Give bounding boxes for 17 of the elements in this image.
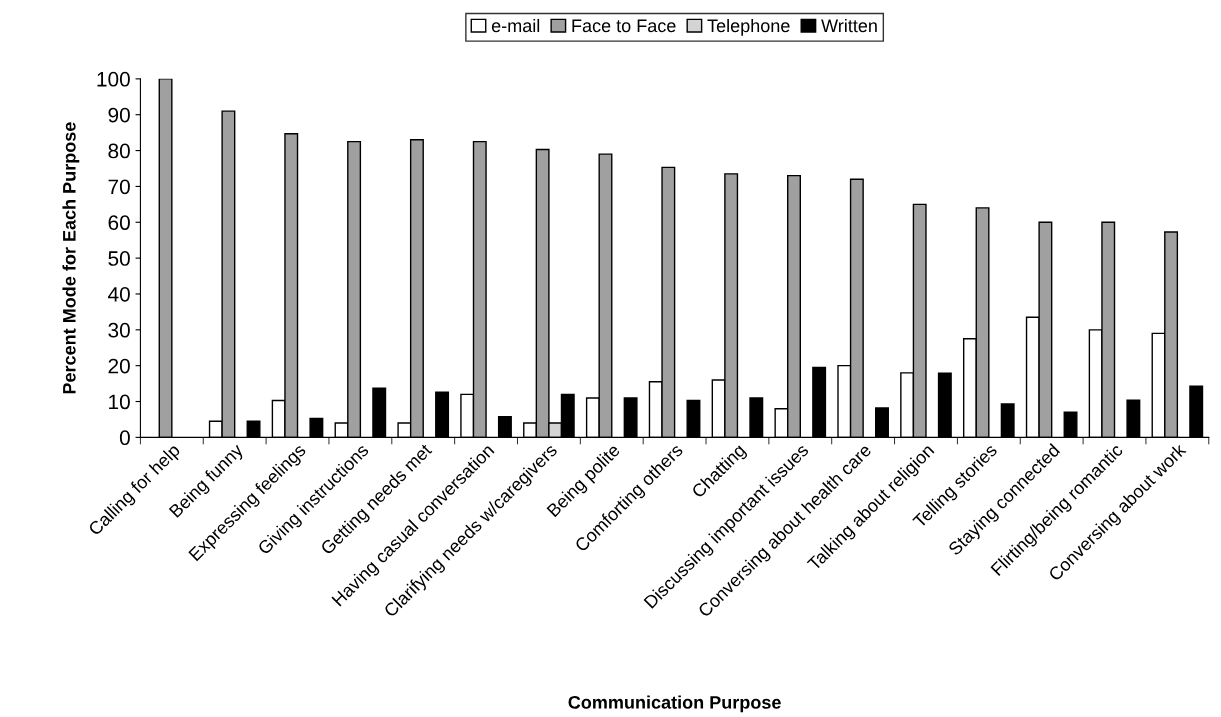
y-tick-label: 50 — [108, 251, 130, 266]
y-tick-label: 30 — [108, 322, 130, 338]
y-tick-label: 70 — [108, 179, 130, 195]
y-tick-label: 80 — [108, 143, 130, 159]
x-axis-title: Communication Purpose — [568, 695, 781, 713]
legend-label: Face to Face — [572, 19, 676, 33]
y-tick-label: 10 — [109, 394, 130, 410]
y-tick-label: 90 — [108, 107, 130, 123]
y-tick-label: 60 — [108, 215, 130, 231]
y-tick-label: 20 — [108, 358, 130, 374]
legend-label: e-mail — [491, 18, 540, 33]
y-tick-label: 100 — [97, 71, 130, 87]
y-tick-label: 40 — [108, 286, 130, 302]
y-tick-label: 0 — [119, 430, 130, 446]
legend-label: Written — [821, 18, 877, 33]
legend-label: Telephone — [707, 18, 790, 36]
y-axis-title: Percent Mode for Each Purpose — [62, 122, 80, 394]
